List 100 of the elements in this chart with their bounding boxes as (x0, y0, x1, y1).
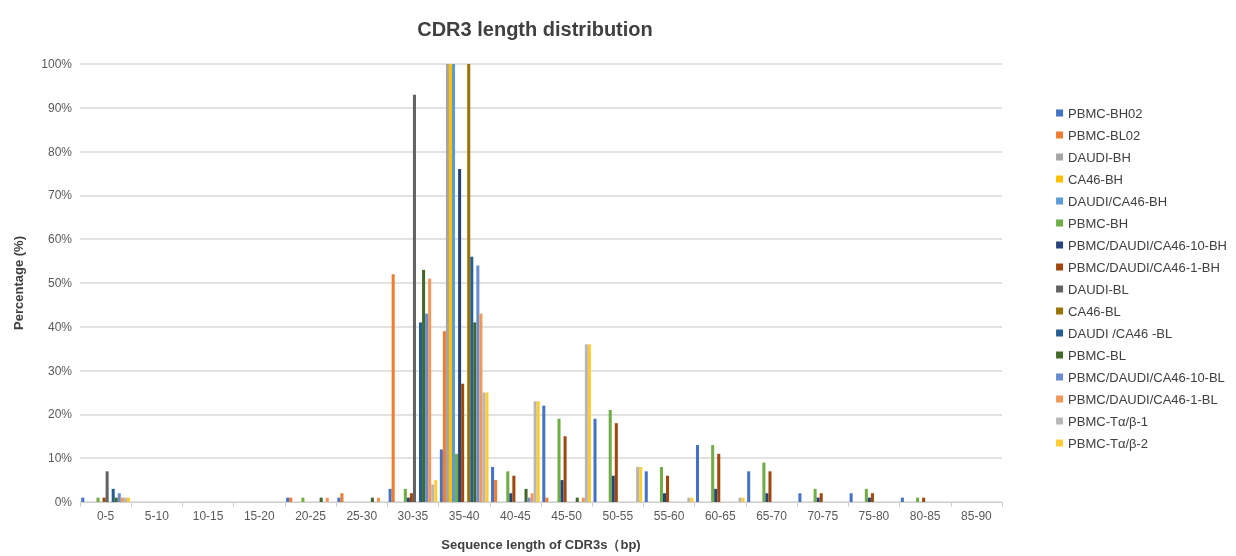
bar (762, 462, 766, 502)
bar (114, 497, 118, 502)
legend-label: DAUDI/CA46-BH (1068, 193, 1168, 209)
x-tick-label: 45-50 (551, 509, 583, 523)
bar (662, 493, 667, 502)
bar (527, 497, 531, 502)
legend-label: DAUDI /CA46 -BL (1068, 325, 1173, 341)
bar (442, 331, 446, 502)
bar (117, 493, 121, 502)
legend-label: PBMC-BL (1068, 347, 1126, 363)
legend-label: PBMC/DAUDI/CA46-1-BL (1068, 391, 1218, 407)
bar (575, 497, 579, 502)
bar (105, 471, 109, 502)
bar (870, 493, 874, 502)
legend-label: DAUDI-BL (1068, 281, 1129, 297)
bar (412, 94, 416, 502)
bar (714, 488, 718, 502)
x-axis-title: Sequence length of CDR3s（bp) (441, 537, 641, 552)
bar (425, 313, 429, 502)
legend-label: PBMC-Tα/β-1 (1068, 413, 1149, 429)
x-tick-label: 0-5 (96, 509, 115, 523)
bar (747, 471, 751, 502)
bar (849, 493, 853, 502)
y-tick-label: 90% (47, 100, 73, 115)
y-tick-label: 80% (47, 144, 73, 159)
bar (409, 493, 413, 502)
bar (711, 445, 715, 502)
bar (819, 493, 823, 502)
y-axis-title: Percentage (%) (11, 236, 26, 330)
legend-label: PBMC-Tα/β-2 (1068, 435, 1149, 451)
y-tick-label: 50% (47, 276, 73, 290)
bar (542, 405, 546, 502)
x-tick-label: 75-80 (858, 509, 890, 523)
x-tick-label: 60-65 (704, 509, 736, 523)
bar (376, 497, 380, 502)
bar (922, 497, 926, 502)
x-tick-label: 20-25 (295, 509, 327, 523)
y-tick-label: 100% (41, 57, 73, 71)
bar (102, 497, 106, 502)
y-tick-label: 30% (47, 363, 73, 378)
y-tick-label: 20% (47, 407, 73, 422)
x-tick-label: 15-20 (243, 509, 275, 523)
bar (461, 383, 465, 502)
y-tick-label: 70% (47, 188, 73, 203)
bar (695, 445, 699, 502)
y-tick-label: 0% (54, 495, 73, 509)
x-tick-label: 10-15 (192, 509, 224, 523)
bar (506, 471, 510, 502)
bar (614, 423, 618, 502)
x-tick-label: 35-40 (448, 509, 480, 523)
bar (301, 497, 305, 502)
bar (391, 274, 395, 502)
bar (458, 169, 462, 502)
bar (473, 322, 477, 502)
bar (524, 488, 528, 502)
bar (509, 493, 513, 502)
bar (530, 493, 534, 502)
bar (563, 436, 567, 502)
x-tick-label: 85-90 (961, 509, 993, 523)
x-tick-label: 80-85 (909, 509, 941, 523)
legend-label: PBMC-BL02 (1068, 127, 1141, 143)
y-tick-label: 10% (47, 451, 73, 466)
bar (659, 466, 663, 502)
bar (452, 64, 456, 502)
bar (428, 278, 432, 502)
chart-title: CDR3 length distribution (417, 18, 653, 40)
bar (494, 480, 498, 502)
legend-label: PBMC/DAUDI/CA46-10-BL (1068, 369, 1225, 385)
bar (608, 410, 612, 502)
bar (491, 466, 495, 502)
bar (337, 497, 341, 502)
bar (916, 497, 920, 502)
bar (557, 418, 561, 502)
x-tick-label: 30-35 (397, 509, 429, 523)
bar (816, 497, 820, 502)
x-tick-label: 70-75 (807, 509, 839, 523)
bar (813, 488, 817, 502)
bar (455, 453, 459, 502)
bar (867, 497, 871, 502)
x-tick-label: 55-60 (653, 509, 685, 523)
bar (319, 497, 323, 502)
bar (370, 497, 374, 502)
bar (798, 493, 802, 502)
legend-label: CA46-BH (1068, 171, 1123, 187)
bar (325, 497, 329, 502)
bar (406, 497, 410, 502)
legend-label: PBMC-BH02 (1068, 105, 1143, 121)
bar (581, 497, 585, 502)
bar (644, 471, 648, 502)
bar (545, 497, 549, 502)
bar (419, 322, 423, 502)
bar (560, 480, 564, 502)
legend-label: PBMC/DAUDI/CA46-1-BH (1068, 259, 1220, 275)
bar (422, 269, 426, 502)
y-tick-label: 40% (47, 319, 73, 334)
bar (470, 256, 474, 502)
bar (439, 449, 443, 502)
x-tick-label: 5-10 (144, 509, 170, 523)
bar (431, 484, 435, 502)
bar (81, 497, 85, 502)
